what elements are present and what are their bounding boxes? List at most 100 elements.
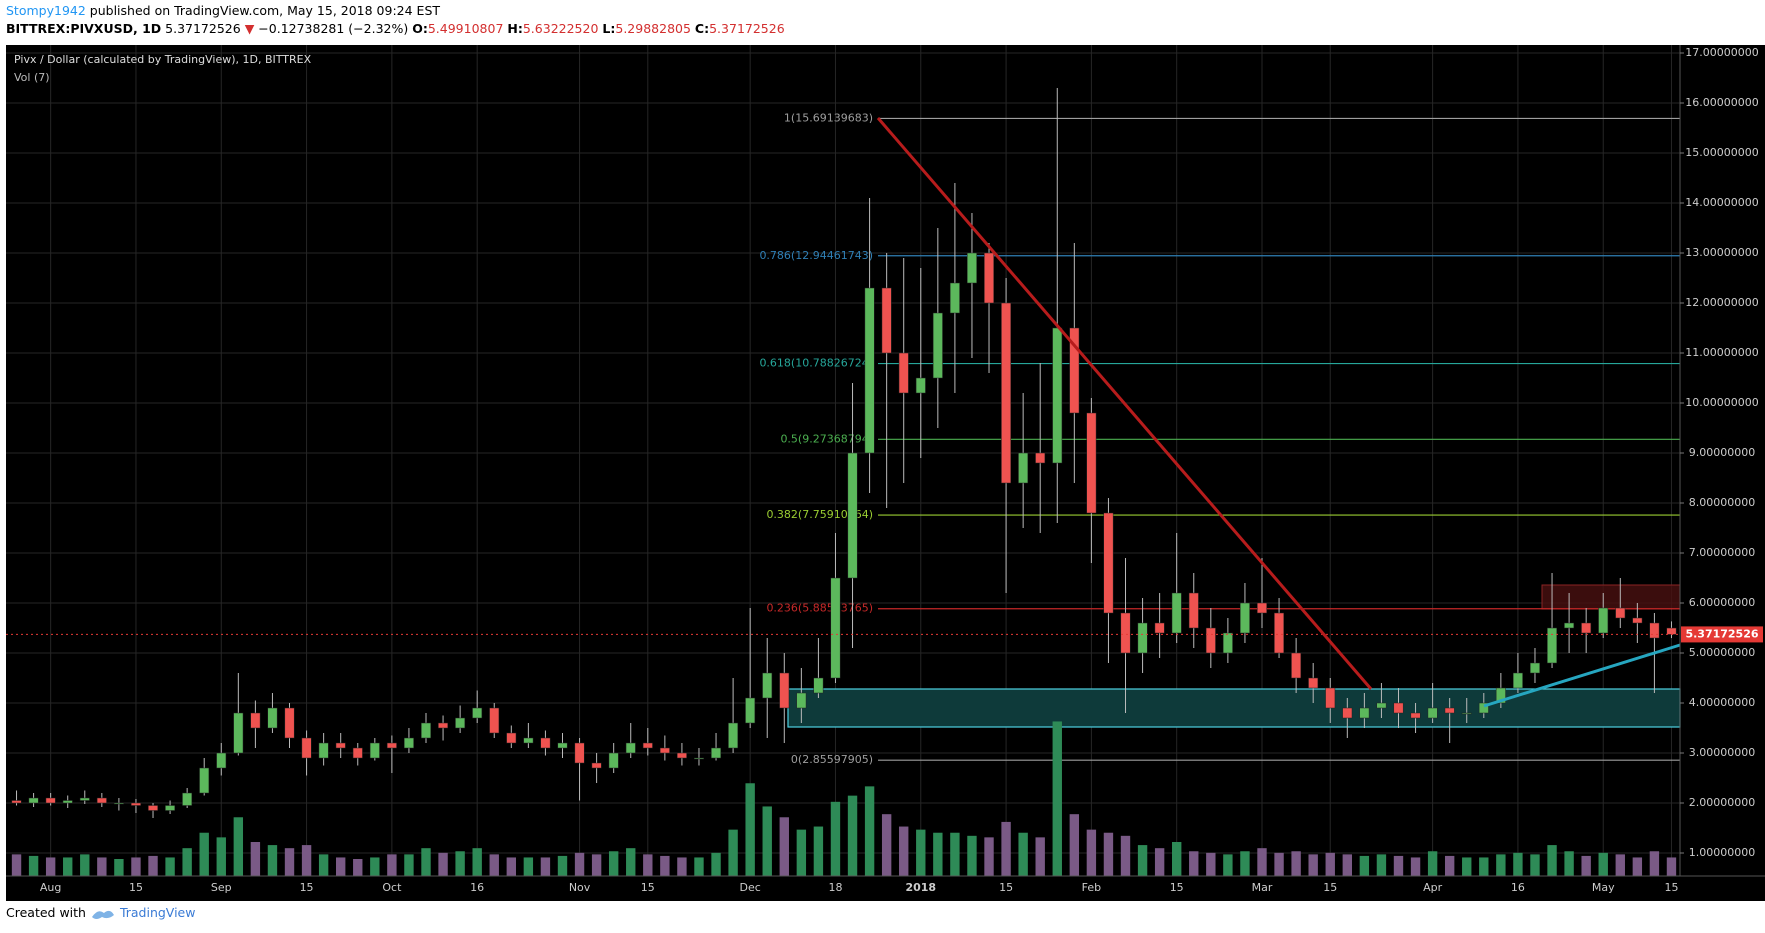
y-tick-label: 15.00000000: [1685, 146, 1758, 159]
candle-body: [1342, 707, 1353, 719]
candle-body: [1564, 622, 1575, 629]
volume-bar: [557, 855, 568, 876]
resistance-zone: [1541, 584, 1681, 610]
candle-body: [1512, 672, 1523, 689]
candle-body: [830, 577, 841, 679]
candle-body: [1308, 677, 1319, 689]
volume-bar: [1206, 852, 1216, 876]
volume-bar: [813, 826, 824, 876]
candle-body: [1120, 612, 1131, 654]
volume-bar: [626, 848, 636, 876]
candle-body: [1035, 452, 1046, 464]
volume-bar: [933, 832, 943, 876]
y-tick-label: 9.00000000: [1689, 446, 1755, 459]
y-tick-label: 5.00000000: [1689, 646, 1755, 659]
volume-bar: [1018, 832, 1028, 876]
volume-bar: [1120, 835, 1131, 876]
fib-label: 0.786(12.94461743): [759, 249, 873, 262]
candle-body: [438, 722, 449, 729]
x-tick-label: May: [1592, 881, 1615, 894]
volume-bar: [318, 854, 329, 876]
y-tick-label: 16.00000000: [1685, 96, 1758, 109]
candle-body: [1410, 712, 1421, 719]
volume-bar: [1393, 855, 1404, 876]
x-tick-label: Aug: [40, 881, 61, 894]
volume-bar: [182, 848, 192, 876]
arrow: ▼: [244, 21, 255, 36]
volume-bar: [114, 859, 124, 876]
volume-bar: [165, 857, 175, 876]
y-tick-label: 8.00000000: [1689, 496, 1755, 509]
candle-body: [1188, 592, 1199, 629]
candle-body: [352, 747, 363, 759]
volume-bar: [45, 857, 56, 876]
candle-body: [932, 312, 943, 379]
volume-bar: [899, 826, 909, 876]
candle-body: [1376, 702, 1387, 709]
volume-bar: [1632, 857, 1643, 876]
volume-bar: [199, 832, 209, 876]
c: 5.37172526: [709, 21, 785, 36]
volume-bar: [472, 848, 482, 876]
candle-body: [250, 712, 261, 729]
candle-body: [1615, 607, 1626, 619]
volume-bar: [660, 855, 670, 876]
candle-body: [745, 697, 756, 724]
candle-body: [335, 742, 346, 749]
x-tick-label: 15: [1323, 881, 1337, 894]
o-label: O:: [412, 21, 428, 36]
candle-body: [1171, 592, 1182, 634]
candle-body: [1478, 702, 1489, 714]
candle-body: [557, 742, 568, 749]
candle-body: [1154, 622, 1165, 634]
volume-bar: [250, 842, 261, 876]
volume-bar: [370, 857, 380, 876]
x-tick-label: 15: [1664, 881, 1678, 894]
volume-bar: [1598, 852, 1608, 876]
candle-body: [165, 805, 176, 811]
candle-body: [728, 722, 739, 749]
chart-background: [6, 45, 1765, 901]
candle-body: [1052, 327, 1063, 464]
volume-bar: [301, 845, 312, 876]
volume-bar: [489, 854, 499, 876]
volume-bar: [847, 795, 858, 876]
volume-bar: [1462, 857, 1472, 876]
x-tick-label: Sep: [211, 881, 232, 894]
x-tick-label: 15: [1170, 881, 1184, 894]
candle-body: [403, 737, 414, 749]
l: 5.29882805: [615, 21, 691, 36]
candle-body: [1086, 412, 1097, 514]
volume-bar: [1376, 854, 1387, 876]
x-tick-label: Feb: [1082, 881, 1101, 894]
candle-body: [711, 747, 721, 759]
volume-bar: [506, 857, 516, 876]
header-line: BITTREX:PIVXUSD, 1D 5.37172526 ▼ −0.1273…: [6, 20, 785, 38]
volume-bar: [1069, 814, 1080, 876]
volume-bar: [1154, 848, 1165, 876]
c-label: C:: [694, 21, 710, 36]
candle-body: [113, 802, 124, 805]
candle-body: [967, 252, 977, 284]
volume-bar: [28, 855, 39, 876]
author[interactable]: Stompy1942: [6, 3, 86, 18]
candle-body: [642, 742, 653, 749]
x-tick-label: 2018: [905, 881, 936, 894]
candle-body: [608, 752, 619, 769]
candle-body: [455, 717, 466, 729]
candle-body: [813, 677, 824, 694]
y-tick-label: 14.00000000: [1685, 196, 1758, 209]
candle-body: [1137, 622, 1148, 654]
candle-body: [45, 797, 56, 804]
candle-body: [131, 802, 141, 806]
x-tick-label: Mar: [1252, 881, 1273, 894]
brand[interactable]: TradingView: [119, 905, 196, 920]
x-tick-label: 15: [641, 881, 655, 894]
volume-bar: [1137, 845, 1148, 876]
y-tick-label: 6.00000000: [1689, 596, 1755, 609]
trend-line: [1483, 643, 1681, 708]
trend-line: [876, 117, 1373, 690]
logo: [91, 910, 114, 919]
candle-body: [301, 737, 312, 759]
